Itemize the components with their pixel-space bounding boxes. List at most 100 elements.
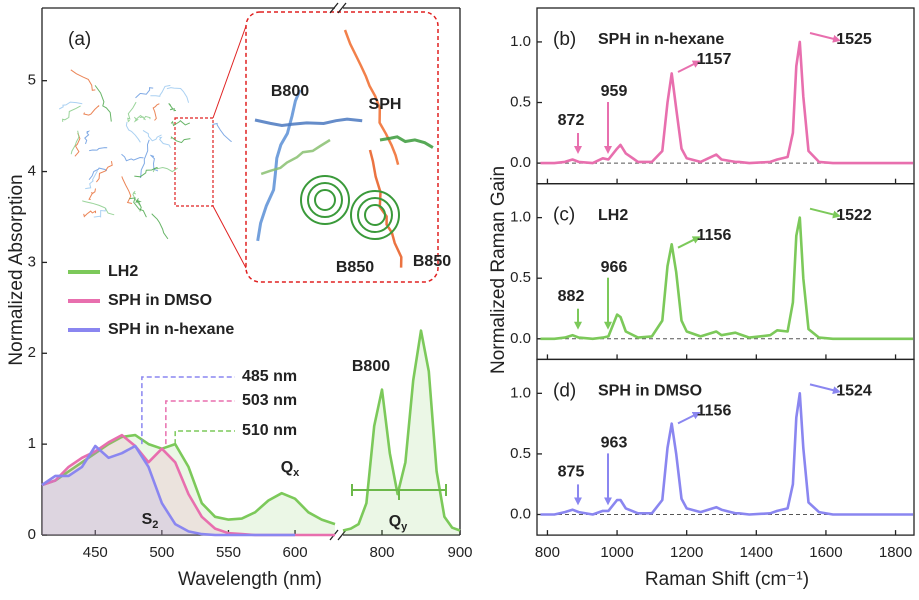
axis-break: [337, 2, 347, 14]
molecule: [159, 136, 171, 148]
x-tick-label: 450: [83, 544, 108, 561]
y-tick-label: 0.5: [510, 445, 531, 462]
annotation-line: [165, 400, 235, 445]
molecule: [256, 89, 302, 242]
y-tick-label: 1.0: [510, 33, 531, 50]
peak-label-text: Q: [389, 513, 401, 530]
molecule: [83, 210, 97, 218]
x-tick-label: 550: [216, 544, 241, 561]
annotation-label: 485 nm: [242, 368, 297, 385]
annotation-line: [141, 376, 235, 445]
line: [540, 216, 913, 341]
molecule: [62, 105, 81, 122]
molecule: [127, 101, 137, 123]
molecule: [84, 130, 91, 145]
x-tick-label: 1600: [809, 544, 842, 561]
y-tick-label: 0.0: [510, 505, 531, 522]
inset-frame: [245, 11, 439, 283]
panel-frame: [536, 358, 915, 536]
line: [540, 392, 913, 516]
x-tick-label: 600: [283, 544, 308, 561]
molecule: [133, 114, 144, 123]
line: [540, 40, 913, 165]
molecule: [125, 121, 141, 143]
molecule: [307, 182, 343, 218]
axis-break: [329, 2, 339, 14]
annotation-label: 1522: [836, 207, 872, 224]
inset-label: B850: [336, 259, 374, 276]
molecule: [357, 197, 393, 233]
area: [343, 330, 460, 535]
y-tick-label: 2: [28, 344, 36, 361]
molecule: [134, 167, 159, 178]
molecule: [139, 115, 151, 121]
molecule: [85, 170, 99, 190]
area: [42, 435, 335, 535]
molecule: [343, 29, 400, 166]
annotation-label: 882: [558, 288, 585, 305]
molecule: [96, 161, 113, 183]
annotation-arrow: [809, 32, 841, 43]
molecule: [88, 147, 108, 152]
peak-label-text: B850: [413, 253, 451, 270]
molecule: [300, 175, 350, 225]
peak-label: Qy: [389, 513, 408, 533]
x-tick-label: 1200: [670, 544, 703, 561]
peak-label-text: S: [142, 511, 153, 528]
molecule: [70, 130, 80, 155]
x-tick-label: 800: [369, 544, 394, 561]
molecule: [129, 197, 147, 218]
molecule: [368, 149, 403, 268]
peak-label-text: B800: [352, 358, 390, 375]
y-tick-label: 1: [28, 435, 36, 452]
y-tick-label: 0.5: [510, 269, 531, 286]
annotation-label: 1157: [697, 51, 732, 68]
x-tick-label: 500: [149, 544, 174, 561]
molecule: [151, 213, 169, 240]
annotation-arrow: [677, 236, 701, 249]
y-tick-label: 4: [28, 163, 36, 180]
y-tick-label: 0: [28, 526, 36, 543]
molecule: [94, 85, 112, 122]
y-axis-label: Normalized Absorption: [6, 174, 27, 365]
peak-label: B850: [413, 253, 451, 270]
molecule: [254, 117, 363, 128]
peak-label: Qx: [281, 459, 300, 479]
molecule: [364, 204, 386, 226]
line: [41, 433, 336, 526]
annotation-arrow: [809, 207, 841, 219]
peak-label-sub: y: [401, 521, 408, 533]
annotation-label: 503 nm: [242, 392, 297, 409]
x-tick-label: 900: [447, 544, 472, 561]
panel-title: LH2: [598, 207, 628, 224]
axis-break: [337, 529, 347, 541]
molecule: [152, 103, 160, 121]
molecule: [135, 87, 154, 99]
inset-label: SPH: [369, 96, 402, 113]
annotation-label: 1525: [836, 31, 872, 48]
molecule: [150, 84, 171, 97]
annotation-label: 510 nm: [242, 422, 297, 439]
molecule: [170, 119, 191, 127]
annotation-label: 966: [601, 259, 628, 276]
molecule: [88, 188, 96, 200]
molecule: [70, 69, 96, 91]
molecule: [379, 135, 434, 149]
area: [42, 435, 335, 535]
annotation-arrow: [809, 383, 841, 395]
molecule: [142, 129, 162, 142]
molecule: [82, 200, 115, 216]
panel-label: (a): [68, 29, 91, 50]
molecule: [260, 138, 331, 176]
area: [42, 446, 296, 535]
panel-label: (b): [553, 29, 576, 50]
annotation-label: 875: [558, 464, 585, 481]
line: [342, 329, 461, 532]
y-tick-label: 1.0: [510, 384, 531, 401]
molecule: [132, 190, 141, 206]
molecule: [140, 139, 150, 179]
legend-label: SPH in DMSO: [108, 292, 212, 309]
panel-title: SPH in DMSO: [598, 383, 702, 400]
zoom-box: [174, 117, 214, 207]
